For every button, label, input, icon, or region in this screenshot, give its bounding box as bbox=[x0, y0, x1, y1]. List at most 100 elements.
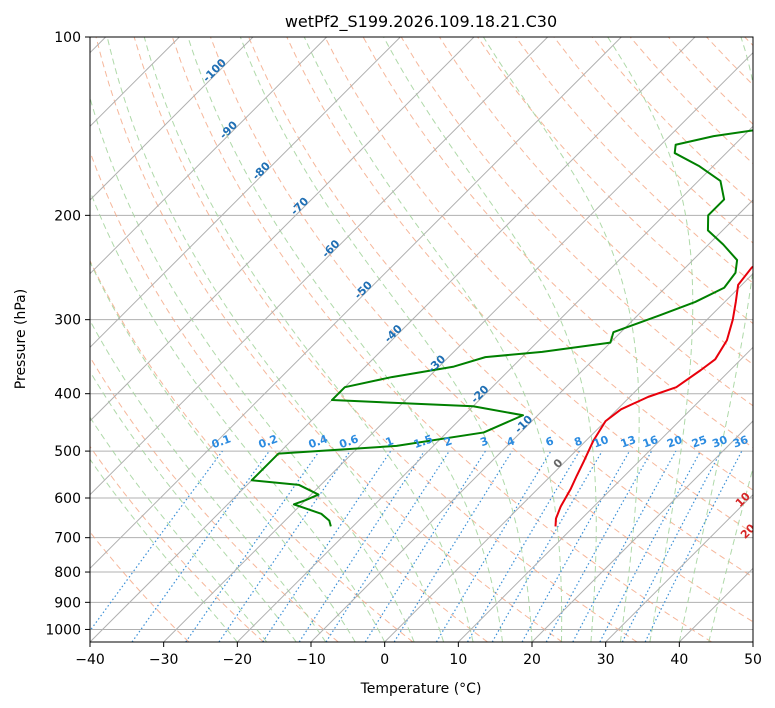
isotherm-line bbox=[531, 420, 753, 642]
dewpoint-profile-line bbox=[250, 129, 753, 527]
moist-adiabat bbox=[383, 37, 597, 642]
x-tick-label: 20 bbox=[523, 652, 541, 668]
x-tick-label: −40 bbox=[75, 652, 105, 668]
moist-adiabat bbox=[187, 37, 504, 642]
mixing-ratio-line bbox=[218, 450, 351, 642]
isotherm-line bbox=[457, 346, 753, 642]
mixing-ratio-line bbox=[298, 450, 425, 642]
y-tick-label: 500 bbox=[54, 444, 81, 460]
moist-adiabat bbox=[90, 260, 356, 642]
isotherm-line bbox=[90, 37, 622, 570]
x-tick-label: −20 bbox=[223, 652, 253, 668]
x-tick-label: 10 bbox=[449, 652, 467, 668]
x-tick-label: 50 bbox=[744, 652, 762, 668]
x-axis-title: Temperature (°C) bbox=[360, 681, 482, 697]
y-tick-label: 100 bbox=[54, 30, 81, 46]
moist-adiabat bbox=[90, 96, 415, 642]
mixing-ratio-label: 1 bbox=[384, 434, 396, 449]
y-tick-label: 1000 bbox=[45, 622, 81, 638]
isotherm-line bbox=[236, 125, 753, 642]
isotherm-line bbox=[163, 51, 753, 642]
mixing-ratio-label: 0.1 bbox=[210, 432, 233, 451]
isotherm-line bbox=[752, 641, 753, 642]
mixing-ratio-label: 1.5 bbox=[412, 432, 435, 451]
y-tick-label: 200 bbox=[54, 208, 81, 224]
isotherm-line bbox=[310, 199, 753, 642]
dry-adiabat bbox=[171, 37, 712, 642]
mixing-ratio-label: 8 bbox=[572, 434, 584, 449]
y-tick-label: 400 bbox=[54, 387, 81, 403]
isotherm-line bbox=[90, 37, 401, 349]
x-tick-label: 30 bbox=[597, 652, 615, 668]
mixing-ratio-lines bbox=[90, 450, 743, 642]
theta-label: 30 bbox=[754, 549, 774, 569]
moist-adiabat bbox=[239, 37, 533, 642]
mixing-ratio-label: 6 bbox=[544, 434, 556, 449]
isotherms bbox=[90, 37, 753, 642]
moist-adiabat bbox=[90, 416, 268, 642]
mixing-ratio-line bbox=[545, 450, 653, 642]
mixing-ratio-label: 10 bbox=[592, 433, 611, 451]
mixing-ratio-label: 16 bbox=[641, 433, 660, 451]
x-tick-label: 0 bbox=[380, 652, 389, 668]
mixing-ratio-line bbox=[325, 450, 450, 642]
mixing-ratio-label: 25 bbox=[690, 433, 709, 450]
mixing-ratio-line bbox=[131, 450, 270, 642]
y-axis-title: Pressure (hPa) bbox=[13, 289, 29, 389]
mixing-ratio-label: 4 bbox=[505, 434, 517, 449]
moist-adiabat bbox=[678, 37, 753, 642]
mixing-ratio-label: 3 bbox=[478, 434, 490, 449]
isotherm-line bbox=[90, 37, 328, 275]
x-tick-label: −10 bbox=[296, 652, 326, 668]
y-tick-label: 300 bbox=[54, 313, 81, 329]
dry-adiabat bbox=[90, 259, 414, 642]
plot-area bbox=[90, 37, 753, 642]
moist-adiabat bbox=[607, 37, 694, 642]
dry-adiabats bbox=[90, 37, 753, 642]
y-tick-label: 700 bbox=[54, 531, 81, 547]
moist-adiabat bbox=[303, 37, 563, 642]
y-tick-label: 800 bbox=[54, 565, 81, 581]
moist-adiabat bbox=[143, 37, 474, 642]
dry-adiabat bbox=[133, 37, 638, 642]
x-tick-label: 40 bbox=[670, 652, 688, 668]
isotherm-line bbox=[90, 37, 696, 642]
moist-adiabat bbox=[90, 458, 238, 642]
mixing-ratio-line bbox=[185, 450, 320, 642]
mixing-ratio-label: 13 bbox=[619, 433, 638, 450]
dry-adiabat bbox=[90, 445, 264, 642]
mixing-ratio-label: 0.2 bbox=[257, 432, 280, 451]
dry-adiabat bbox=[210, 37, 753, 623]
isotherm-line bbox=[605, 493, 753, 642]
dry-adiabat bbox=[515, 37, 753, 284]
dry-adiabat bbox=[90, 356, 339, 642]
y-tick-label: 600 bbox=[54, 491, 81, 507]
moist-adiabat bbox=[90, 370, 297, 642]
chart-title: wetPf2_S199.2026.109.18.21.C30 bbox=[285, 12, 557, 32]
moist-adiabat bbox=[106, 37, 445, 642]
y-axis: 100 200 300 400 500 600 700 800 900 1000 bbox=[45, 30, 90, 638]
y-tick-label: 900 bbox=[54, 595, 81, 611]
dry-adiabat bbox=[286, 37, 753, 534]
moist-adiabat bbox=[708, 466, 753, 642]
moist-adiabat bbox=[482, 37, 640, 642]
mixing-ratio-label: 20 bbox=[665, 433, 684, 451]
isotherm-line bbox=[90, 37, 549, 496]
x-axis: −40 −30 −20 −10 0 10 20 30 40 50 bbox=[75, 642, 762, 668]
mixing-ratio-label: 0.4 bbox=[307, 432, 330, 451]
isotherm-line bbox=[90, 37, 475, 422]
profile-series bbox=[250, 129, 753, 527]
isotherm-line bbox=[90, 37, 254, 201]
mixing-ratio-line bbox=[90, 450, 223, 632]
x-tick-label: −30 bbox=[149, 652, 179, 668]
plot-frame bbox=[89, 36, 754, 643]
dry-adiabat bbox=[324, 37, 753, 491]
mixing-ratio-line bbox=[521, 450, 631, 642]
mixing-ratio-line bbox=[393, 450, 513, 642]
temperature-profile-line bbox=[554, 265, 753, 527]
grid bbox=[90, 37, 753, 630]
dry-adiabat bbox=[95, 37, 563, 642]
isotherm-line bbox=[384, 272, 753, 642]
mixing-ratio-line bbox=[644, 450, 743, 642]
